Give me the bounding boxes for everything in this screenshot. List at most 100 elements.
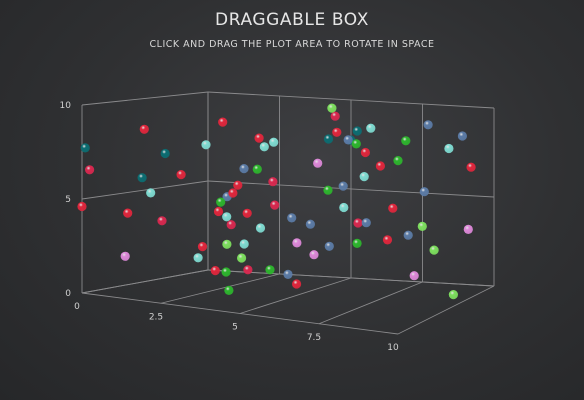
data-point bbox=[305, 219, 315, 229]
data-point bbox=[287, 213, 297, 223]
data-point bbox=[239, 164, 249, 174]
floor-grid-line bbox=[160, 273, 280, 304]
chart-subtitle: CLICK AND DRAG THE PLOT AREA TO ROTATE I… bbox=[150, 39, 435, 50]
data-point bbox=[254, 133, 264, 143]
data-point bbox=[352, 126, 362, 136]
z-tick-label: 10 bbox=[387, 343, 399, 353]
data-point bbox=[361, 218, 371, 228]
data-point bbox=[353, 218, 363, 228]
data-point bbox=[270, 200, 280, 210]
data-point bbox=[332, 127, 342, 137]
data-point bbox=[339, 202, 349, 213]
data-point bbox=[213, 206, 224, 217]
data-point bbox=[120, 251, 130, 261]
y-tick-label: 5 bbox=[65, 195, 71, 205]
data-point bbox=[243, 265, 253, 275]
data-point bbox=[201, 140, 211, 150]
data-point bbox=[338, 181, 348, 191]
chart-title: DRAGGABLE BOX bbox=[215, 10, 369, 30]
data-point bbox=[269, 137, 279, 147]
data-point bbox=[448, 290, 458, 300]
data-point bbox=[222, 239, 232, 249]
data-point bbox=[239, 239, 249, 249]
left-wall-grid-line bbox=[81, 91, 209, 106]
data-point bbox=[160, 148, 170, 159]
data-point bbox=[137, 173, 147, 183]
data-point bbox=[228, 188, 238, 198]
data-point bbox=[283, 269, 293, 279]
z-tick-label: 5 bbox=[232, 323, 238, 333]
z-tick-label: 2.5 bbox=[149, 312, 163, 322]
data-point bbox=[382, 235, 393, 245]
data-point bbox=[268, 177, 278, 187]
data-point bbox=[85, 165, 95, 175]
data-point bbox=[224, 285, 234, 295]
data-point bbox=[123, 208, 133, 218]
y-tick-label: 10 bbox=[60, 101, 72, 111]
data-point bbox=[193, 253, 203, 263]
data-point bbox=[259, 142, 269, 152]
data-point bbox=[210, 266, 220, 276]
data-point bbox=[419, 187, 429, 197]
data-point bbox=[375, 161, 385, 171]
data-point bbox=[226, 220, 236, 230]
data-point bbox=[423, 120, 433, 130]
data-point bbox=[327, 103, 337, 113]
data-point bbox=[242, 208, 252, 218]
data-point bbox=[444, 143, 454, 154]
data-point bbox=[146, 188, 156, 198]
data-point bbox=[77, 201, 87, 212]
data-point bbox=[292, 238, 302, 248]
floor-grid-line bbox=[397, 285, 495, 335]
data-point bbox=[221, 267, 231, 277]
data-point bbox=[457, 131, 467, 141]
data-point bbox=[176, 170, 186, 180]
data-point bbox=[351, 139, 361, 149]
data-point bbox=[366, 123, 376, 133]
data-point bbox=[359, 172, 369, 182]
data-point bbox=[417, 221, 427, 231]
data-point bbox=[323, 185, 333, 195]
data-point bbox=[197, 242, 208, 252]
data-point bbox=[463, 224, 473, 234]
data-point bbox=[360, 147, 370, 158]
left-wall-grid-line bbox=[81, 269, 209, 294]
floor-grid-line bbox=[318, 281, 423, 325]
data-point bbox=[233, 180, 243, 190]
data-point bbox=[216, 197, 226, 207]
data-point bbox=[324, 241, 334, 251]
data-point bbox=[388, 203, 398, 213]
data-point bbox=[309, 250, 319, 260]
data-point bbox=[401, 136, 411, 146]
data-point bbox=[252, 164, 262, 174]
data-points bbox=[77, 103, 476, 300]
floor-edge-line bbox=[81, 292, 399, 335]
data-point bbox=[330, 111, 340, 121]
z-tick-label: 0 bbox=[74, 302, 80, 312]
data-point bbox=[139, 124, 149, 134]
data-point bbox=[292, 279, 302, 289]
data-point bbox=[80, 143, 90, 153]
data-point bbox=[352, 238, 362, 248]
data-point bbox=[323, 134, 334, 144]
data-point bbox=[265, 265, 275, 275]
data-point bbox=[343, 135, 353, 145]
data-point bbox=[157, 216, 167, 226]
data-point bbox=[218, 117, 228, 127]
z-tick-label: 7.5 bbox=[307, 333, 321, 343]
left-wall-grid-line bbox=[81, 180, 209, 200]
data-point bbox=[429, 245, 439, 255]
data-point bbox=[409, 271, 419, 281]
axis-tick-labels: 0 5 10 0 2.5 5 7.5 10 bbox=[60, 101, 399, 353]
data-point bbox=[222, 212, 232, 222]
data-point bbox=[466, 162, 476, 172]
data-point bbox=[393, 156, 403, 166]
y-tick-label: 0 bbox=[65, 289, 71, 299]
floor-grid-line bbox=[239, 277, 352, 314]
data-point bbox=[313, 158, 323, 168]
data-point bbox=[255, 223, 266, 233]
data-point bbox=[237, 253, 247, 263]
data-point bbox=[403, 230, 413, 240]
